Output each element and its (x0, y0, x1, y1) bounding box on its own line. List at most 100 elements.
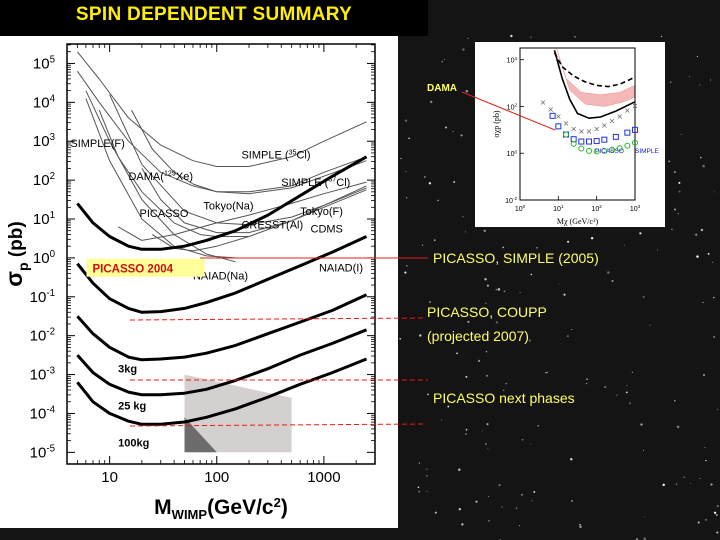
star-dot (537, 424, 540, 427)
star-dot (649, 324, 651, 326)
y-tick-label: 103 (33, 132, 55, 150)
y-tick-label: 10-2 (30, 327, 55, 345)
dama-label: DAMA (427, 83, 457, 94)
star-dot (484, 442, 488, 446)
star-dot (716, 504, 720, 508)
inset-exclusion-chart: ××××× × × × ×××××100 101 102 10310-2100102104Mχ… (492, 47, 660, 226)
star-dot (467, 320, 470, 324)
star-dot (533, 490, 536, 493)
limit-curve (85, 90, 236, 263)
x-axis-label: MWIMP(GeV/c2) (154, 495, 288, 522)
star-dot (530, 36, 532, 38)
limit-curve (76, 235, 368, 314)
inset-curve (553, 50, 636, 120)
star-dot (678, 181, 681, 184)
picasso-marker (624, 129, 631, 136)
star-dot (465, 89, 469, 93)
star-dot (405, 265, 408, 267)
star-dot (531, 500, 533, 502)
star-dot (702, 164, 705, 168)
star-dot (417, 486, 420, 489)
star-dot (424, 176, 426, 178)
inset-legend-label: SIMPLE (635, 148, 660, 155)
star-dot (530, 443, 532, 445)
y-tick-label: 10-1 (30, 288, 55, 306)
curve-label: CRESST(Al) (241, 220, 303, 232)
star-dot (626, 385, 628, 387)
limit-curve (117, 181, 367, 241)
curve-label: Tokyo(Na) (203, 200, 253, 212)
star-dot (460, 134, 463, 137)
star-dot (695, 233, 698, 236)
x-tick-label: 100 (204, 469, 229, 486)
picasso-marker (586, 138, 592, 145)
star-dot (699, 156, 702, 159)
simple-marker (601, 147, 608, 154)
star-dot (404, 119, 408, 123)
simple-marker (624, 142, 631, 149)
dama-region (556, 47, 636, 107)
curve-label: DAMA(129Xe) (128, 170, 193, 183)
simple-marker (586, 147, 592, 154)
star-marker: × (616, 112, 623, 121)
star-dot (441, 419, 443, 421)
star-dot (639, 232, 642, 235)
star-dot (405, 197, 408, 199)
star-dot (570, 457, 573, 461)
inset-y-tick-label: 100 (507, 149, 518, 158)
star-dot (545, 371, 547, 374)
star-dot (456, 352, 458, 355)
star-dot (485, 302, 487, 304)
curve-label: 100kg (118, 438, 149, 450)
simple-marker (616, 145, 623, 152)
picasso-marker (578, 138, 585, 145)
star-dot (528, 339, 531, 342)
star-dot (715, 513, 718, 517)
star-dot (408, 137, 410, 140)
star-dot (464, 231, 467, 233)
star-marker: × (624, 106, 631, 115)
y-axis-label: σp (pb) (1, 221, 31, 286)
picasso-marker (555, 123, 562, 130)
star-dot (699, 84, 701, 86)
star-dot (640, 423, 643, 426)
limit-curve (76, 155, 368, 251)
star-marker: × (609, 116, 616, 125)
simple-marker (609, 146, 615, 153)
star-dot (705, 518, 707, 521)
star-dot (447, 405, 450, 408)
inset-y-tick-label: 10-2 (505, 196, 517, 205)
star-dot (519, 525, 520, 527)
star-marker: × (593, 125, 600, 134)
star-dot (462, 48, 465, 51)
star-marker: × (578, 127, 585, 136)
star-dot (662, 483, 665, 487)
star-dot (616, 394, 618, 396)
star-dot (495, 288, 498, 291)
star-dot (489, 333, 491, 335)
star-dot (713, 336, 715, 338)
limit-curve (77, 51, 367, 167)
star-dot (530, 273, 532, 276)
star-dot (656, 249, 659, 251)
inset-x-tick-label: 102 (592, 204, 603, 213)
star-dot (713, 511, 717, 514)
picasso-marker (593, 138, 600, 145)
picasso-marker (612, 133, 619, 140)
star-dot (458, 468, 461, 471)
limit-curve (109, 94, 367, 226)
star-dot (486, 423, 489, 426)
star-dot (483, 229, 487, 233)
star-marker: × (555, 112, 562, 121)
star-dot (717, 408, 719, 411)
curve-label: NAIAD(I) (319, 263, 363, 275)
star-dot (710, 483, 713, 486)
star-dot (520, 493, 523, 496)
star-dot (519, 292, 521, 294)
y-tick-label: 100 (33, 249, 56, 267)
limit-curve (131, 109, 367, 195)
star-dot (714, 191, 716, 193)
annotation-picasso-next-phases: PICASSO next phases (433, 390, 575, 406)
star-dot (486, 284, 490, 287)
y-tick-label: 10-4 (30, 404, 56, 422)
